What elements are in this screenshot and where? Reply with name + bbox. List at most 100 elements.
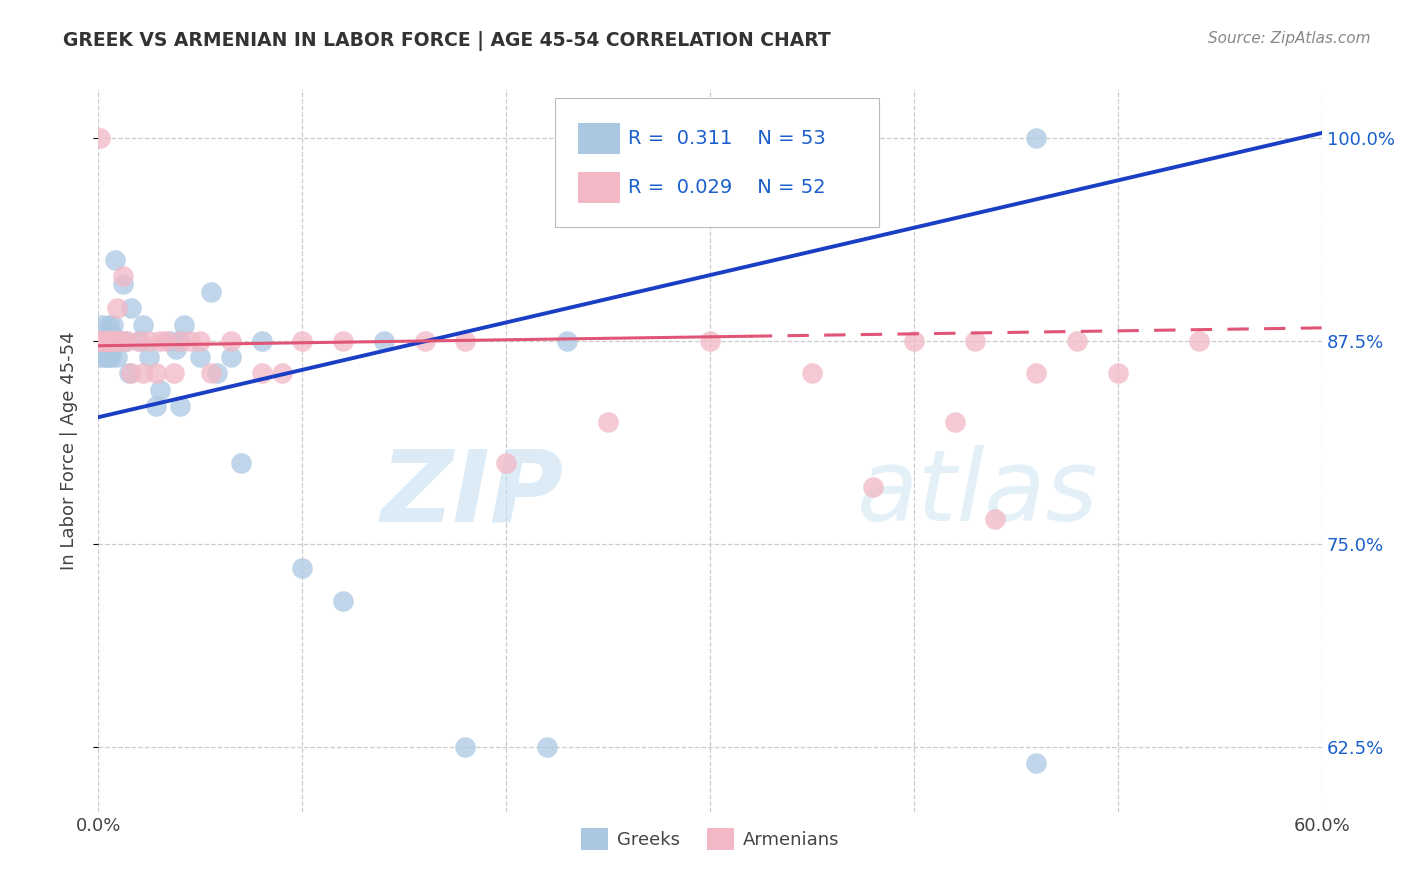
Point bbox=[536, 739, 558, 754]
Point bbox=[169, 334, 191, 348]
Point bbox=[205, 367, 228, 381]
Point bbox=[332, 334, 354, 348]
Point bbox=[165, 342, 187, 356]
Point bbox=[114, 334, 136, 348]
Point bbox=[1025, 131, 1047, 145]
Point bbox=[96, 350, 118, 364]
Point bbox=[93, 334, 115, 348]
Point bbox=[149, 334, 172, 348]
Point bbox=[598, 415, 620, 429]
Point bbox=[132, 318, 155, 332]
Point bbox=[120, 367, 142, 381]
Text: R =  0.311    N = 53: R = 0.311 N = 53 bbox=[628, 128, 827, 148]
Point bbox=[89, 131, 111, 145]
Text: GREEK VS ARMENIAN IN LABOR FORCE | AGE 45-54 CORRELATION CHART: GREEK VS ARMENIAN IN LABOR FORCE | AGE 4… bbox=[63, 31, 831, 51]
Point bbox=[100, 326, 122, 340]
Point bbox=[555, 334, 579, 348]
Point bbox=[104, 334, 127, 348]
Point bbox=[138, 350, 160, 364]
Point bbox=[831, 131, 853, 145]
Point bbox=[91, 318, 114, 332]
Point bbox=[1107, 367, 1129, 381]
Point bbox=[91, 334, 114, 348]
Point bbox=[108, 334, 131, 348]
Point bbox=[96, 334, 118, 348]
Point bbox=[1025, 756, 1047, 770]
Text: Source: ZipAtlas.com: Source: ZipAtlas.com bbox=[1208, 31, 1371, 46]
Point bbox=[1025, 367, 1047, 381]
Point bbox=[97, 334, 120, 348]
Point bbox=[332, 593, 354, 607]
Text: ZIP: ZIP bbox=[380, 445, 564, 542]
Point bbox=[169, 334, 191, 348]
Point bbox=[97, 334, 120, 348]
Point bbox=[100, 342, 122, 356]
Point bbox=[132, 367, 155, 381]
Point bbox=[250, 367, 273, 381]
Point bbox=[111, 268, 134, 283]
Point bbox=[110, 334, 132, 348]
Point bbox=[128, 334, 150, 348]
Point bbox=[93, 350, 115, 364]
Point bbox=[105, 301, 128, 316]
Point bbox=[149, 383, 172, 397]
Text: R =  0.029    N = 52: R = 0.029 N = 52 bbox=[628, 178, 827, 197]
Legend: Greeks, Armenians: Greeks, Armenians bbox=[574, 821, 846, 857]
Point bbox=[219, 334, 242, 348]
Point bbox=[101, 334, 124, 348]
Point bbox=[801, 367, 824, 381]
Point bbox=[984, 512, 1007, 526]
Point bbox=[96, 334, 118, 348]
Point bbox=[110, 334, 132, 348]
Point bbox=[93, 334, 115, 348]
Point bbox=[200, 367, 222, 381]
Point bbox=[138, 334, 160, 348]
Text: atlas: atlas bbox=[856, 445, 1098, 542]
Point bbox=[495, 456, 517, 470]
Point bbox=[811, 131, 834, 145]
Point bbox=[111, 277, 134, 291]
Point bbox=[115, 334, 138, 348]
Point bbox=[231, 456, 253, 470]
Point bbox=[163, 367, 186, 381]
Point bbox=[120, 301, 142, 316]
Point bbox=[145, 399, 167, 413]
Y-axis label: In Labor Force | Age 45-54: In Labor Force | Age 45-54 bbox=[59, 331, 77, 570]
Point bbox=[104, 252, 127, 267]
Point bbox=[97, 334, 120, 348]
Point bbox=[101, 318, 124, 332]
Point bbox=[155, 334, 177, 348]
Point bbox=[89, 334, 111, 348]
Point bbox=[93, 334, 115, 348]
Point bbox=[291, 334, 314, 348]
Point bbox=[1188, 334, 1211, 348]
Point bbox=[159, 334, 181, 348]
Point bbox=[101, 334, 124, 348]
Point bbox=[97, 350, 120, 364]
Point bbox=[699, 334, 721, 348]
Point bbox=[97, 318, 120, 332]
Point bbox=[105, 350, 128, 364]
Point bbox=[173, 318, 195, 332]
Point bbox=[100, 334, 122, 348]
Point bbox=[188, 350, 212, 364]
Point bbox=[91, 334, 114, 348]
Point bbox=[105, 334, 128, 348]
Point bbox=[862, 480, 884, 494]
Point bbox=[118, 367, 141, 381]
Point bbox=[219, 350, 242, 364]
Point bbox=[291, 561, 314, 575]
Point bbox=[100, 334, 122, 348]
Point bbox=[250, 334, 273, 348]
Point bbox=[965, 334, 987, 348]
Point bbox=[169, 399, 191, 413]
Point bbox=[101, 334, 124, 348]
Point bbox=[270, 367, 294, 381]
Point bbox=[188, 334, 212, 348]
Point bbox=[145, 367, 167, 381]
Point bbox=[179, 334, 201, 348]
Point bbox=[93, 334, 115, 348]
Point bbox=[104, 334, 127, 348]
Point bbox=[89, 334, 111, 348]
Point bbox=[413, 334, 436, 348]
